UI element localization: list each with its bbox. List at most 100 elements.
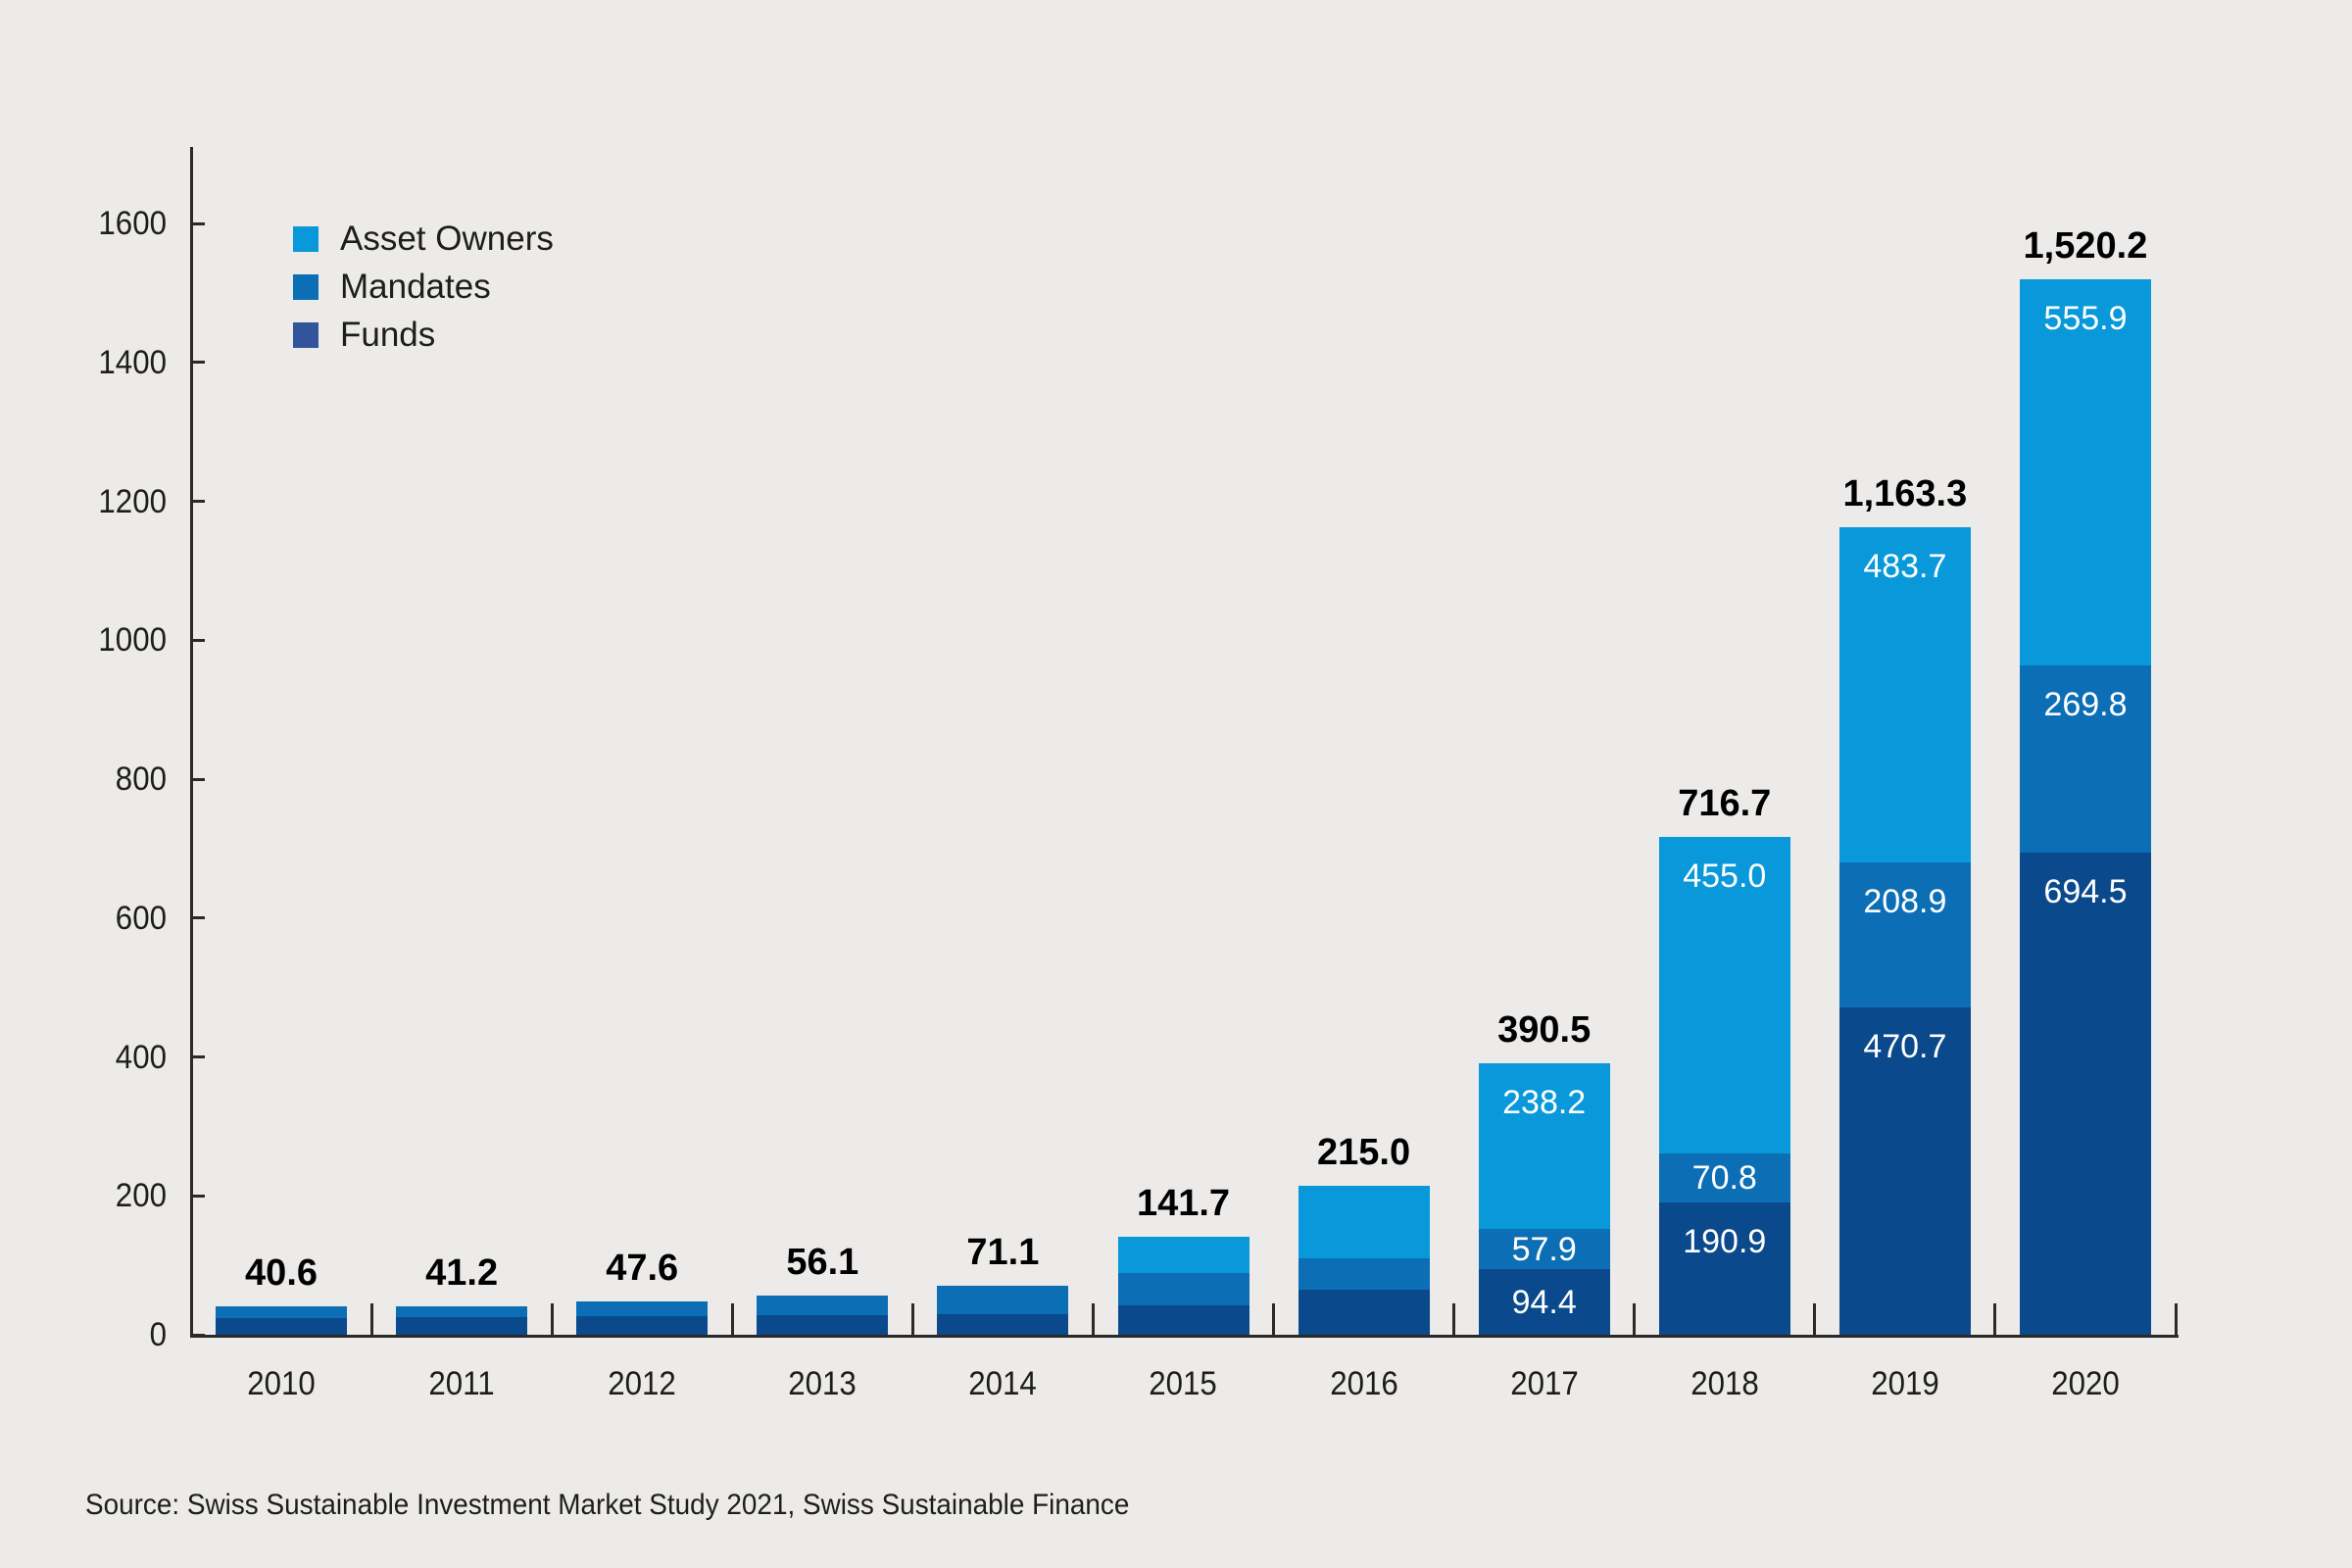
segment-value-label: 57.9	[1511, 1230, 1577, 1268]
bar-segment-asset-owners-2017	[1478, 1063, 1610, 1230]
source-caption: Source: Swiss Sustainable Investment Mar…	[85, 1489, 1130, 1521]
y-axis-line	[189, 147, 193, 1338]
y-tick-label: 0	[149, 1316, 167, 1353]
y-tick	[191, 916, 205, 920]
bar-segment-funds-2012	[576, 1316, 709, 1335]
y-tick	[191, 500, 205, 503]
y-tick-label: 1000	[98, 621, 167, 660]
bar-segment-funds-2019	[1838, 1007, 1971, 1335]
bar-segment-mandates-2011	[396, 1305, 528, 1318]
bar-segment-mandates-2017	[1478, 1229, 1610, 1270]
legend-item-funds: Funds	[293, 316, 554, 354]
segment-value-label: 455.0	[1683, 858, 1767, 896]
bar-segment-mandates-2016	[1298, 1258, 1430, 1291]
legend-label-asset-owners: Asset Owners	[340, 220, 554, 258]
bar-segment-asset-owners-2020	[2019, 278, 2151, 665]
bar-segment-mandates-2020	[2019, 664, 2151, 853]
bar-segment-funds-2010	[216, 1318, 348, 1335]
total-label-2020: 1,520.2	[2023, 224, 2148, 267]
bar-segment-funds-2016	[1298, 1290, 1430, 1335]
x-tick	[730, 1303, 734, 1335]
bar-segment-mandates-2012	[576, 1301, 709, 1317]
bar-segment-funds-2015	[1117, 1305, 1250, 1335]
x-axis-line	[189, 1335, 2179, 1338]
x-tick-label-2016: 2016	[1329, 1365, 1398, 1402]
x-tick	[1813, 1303, 1817, 1335]
bar-segment-funds-2018	[1658, 1201, 1790, 1335]
bar-segment-funds-2013	[757, 1315, 889, 1335]
y-tick-label: 800	[115, 760, 167, 798]
segment-value-label: 238.2	[1502, 1084, 1587, 1122]
segment-value-label: 94.4	[1511, 1283, 1577, 1321]
x-tick-label-2018: 2018	[1690, 1365, 1759, 1402]
y-tick-label: 1600	[98, 205, 167, 242]
bar-segment-mandates-2019	[1838, 862, 1971, 1008]
x-tick-label-2017: 2017	[1509, 1365, 1579, 1402]
legend-item-asset-owners: Asset Owners	[293, 220, 554, 258]
y-tick-label: 400	[115, 1038, 167, 1076]
y-tick-label: 1200	[98, 482, 167, 520]
x-tick-label-2010: 2010	[247, 1365, 316, 1402]
x-tick-label-2011: 2011	[428, 1365, 495, 1402]
bar-segment-asset-owners-2015	[1117, 1236, 1250, 1274]
bar-segment-funds-2014	[937, 1313, 1069, 1335]
y-tick-label: 600	[115, 899, 167, 937]
legend-label-funds: Funds	[340, 316, 436, 354]
x-tick	[550, 1303, 554, 1335]
segment-value-label: 483.7	[1863, 547, 1947, 585]
y-tick-label: 1400	[98, 343, 167, 381]
x-tick-label-2014: 2014	[968, 1365, 1038, 1402]
x-tick	[1993, 1303, 1997, 1335]
bar-segment-asset-owners-2019	[1838, 526, 1971, 863]
y-tick	[191, 638, 205, 642]
segment-value-label: 70.8	[1691, 1158, 1757, 1197]
total-label-2010: 40.6	[245, 1252, 318, 1295]
y-tick	[191, 777, 205, 781]
legend-item-mandates: Mandates	[293, 268, 554, 306]
segment-value-label: 190.9	[1683, 1222, 1767, 1260]
bar-segment-mandates-2018	[1658, 1152, 1790, 1202]
y-tick	[191, 1055, 205, 1058]
funds-swatch-icon	[293, 322, 318, 348]
mandates-swatch-icon	[293, 274, 318, 300]
x-tick-label-2012: 2012	[608, 1365, 677, 1402]
segment-value-label: 269.8	[2043, 685, 2128, 723]
y-tick-label: 200	[115, 1177, 167, 1215]
segment-value-label: 694.5	[2043, 872, 2128, 910]
bar-segment-asset-owners-2016	[1298, 1185, 1430, 1259]
bar-segment-funds-2020	[2019, 852, 2151, 1335]
bar-segment-mandates-2013	[757, 1296, 889, 1316]
total-label-2016: 215.0	[1317, 1131, 1411, 1173]
x-tick	[1452, 1303, 1456, 1335]
bar-segment-mandates-2010	[216, 1306, 348, 1319]
y-tick	[191, 1194, 205, 1198]
asset-owners-swatch-icon	[293, 226, 318, 252]
x-tick	[1633, 1303, 1637, 1335]
x-tick	[369, 1303, 373, 1335]
y-tick	[191, 221, 205, 225]
x-tick-label-2015: 2015	[1149, 1365, 1218, 1402]
bar-segment-funds-2011	[396, 1317, 528, 1335]
segment-value-label: 470.7	[1863, 1028, 1947, 1066]
x-tick	[1272, 1303, 1276, 1335]
x-tick-label-2019: 2019	[1871, 1365, 1939, 1402]
x-tick	[1091, 1303, 1095, 1335]
segment-value-label: 555.9	[2043, 299, 2128, 337]
total-label-2013: 56.1	[786, 1242, 859, 1284]
total-label-2018: 716.7	[1678, 783, 1772, 825]
segment-value-label: 208.9	[1863, 883, 1947, 921]
legend: Asset Owners Mandates Funds	[293, 220, 554, 370]
total-label-2014: 71.1	[966, 1231, 1040, 1273]
x-tick	[910, 1303, 914, 1335]
legend-label-mandates: Mandates	[340, 268, 491, 306]
total-label-2017: 390.5	[1497, 1009, 1592, 1052]
bar-segment-mandates-2014	[937, 1285, 1069, 1314]
y-tick	[191, 361, 205, 365]
x-tick-label-2020: 2020	[2051, 1365, 2120, 1402]
total-label-2015: 141.7	[1136, 1182, 1231, 1224]
bar-segment-funds-2017	[1478, 1269, 1610, 1335]
total-label-2019: 1,163.3	[1842, 472, 1968, 514]
x-tick-label-2013: 2013	[788, 1365, 858, 1402]
total-label-2011: 41.2	[425, 1251, 499, 1294]
